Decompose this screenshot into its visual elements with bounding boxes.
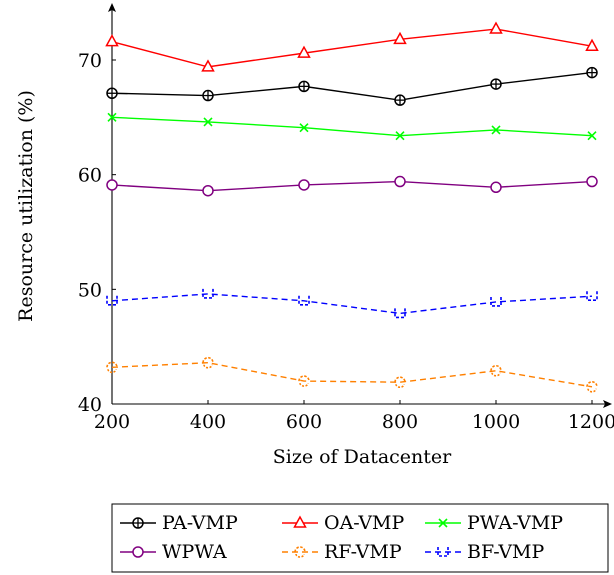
y-tick-label: 40 — [78, 394, 102, 416]
data-point — [203, 117, 213, 127]
data-point — [106, 361, 118, 374]
data-point — [438, 518, 448, 528]
x-tick-label: 800 — [382, 411, 418, 433]
legend-label: PWA-VMP — [467, 512, 563, 534]
x-tick-label: 1200 — [568, 411, 614, 433]
y-tick-label: 60 — [78, 165, 102, 187]
x-tick-label: 1000 — [472, 411, 520, 433]
data-point — [106, 179, 118, 191]
series-layer — [105, 21, 599, 393]
plot-area — [108, 3, 612, 408]
data-point — [201, 59, 215, 72]
legend-item-pwa-vmp: PWA-VMP — [425, 512, 563, 534]
series-line — [111, 71, 593, 101]
data-point — [202, 184, 214, 197]
data-point — [297, 45, 311, 58]
data-point — [394, 175, 406, 188]
series-line — [111, 116, 593, 137]
legend-label: WPWA — [162, 541, 227, 563]
data-point — [489, 21, 503, 34]
data-point — [394, 376, 406, 389]
data-point — [294, 546, 306, 558]
data-point — [298, 179, 310, 191]
legend-label: OA-VMP — [324, 512, 405, 534]
data-point — [202, 288, 214, 299]
data-point — [491, 125, 501, 135]
series-line — [111, 28, 593, 68]
y-ticks: 40 50 60 70 — [78, 50, 116, 416]
legend-label: BF-VMP — [467, 541, 545, 563]
legend-item-pa-vmp: PA-VMP — [120, 512, 238, 534]
series-line — [111, 362, 593, 388]
legend-item-rf-vmp: RF-VMP — [282, 541, 402, 563]
data-point — [586, 66, 598, 79]
data-point — [490, 181, 502, 194]
data-point — [299, 123, 309, 133]
legend-box — [111, 503, 609, 573]
y-axis-label: Resource utilization (%) — [15, 90, 37, 322]
data-point — [587, 131, 597, 141]
data-point — [298, 375, 310, 387]
y-tick-label: 70 — [78, 50, 102, 72]
series-pa-vmp — [106, 66, 598, 106]
series-oa-vmp — [105, 21, 599, 72]
legend-label: PA-VMP — [162, 512, 238, 534]
y-axis-arrow — [108, 3, 116, 12]
series-bf-vmp — [106, 288, 598, 319]
data-point — [586, 175, 598, 188]
x-axis-label: Size of Datacenter — [273, 446, 452, 468]
legend: PA-VMP OA-VMP PWA-VMP WPWA RF-VMP BF-VMP — [111, 503, 609, 573]
series-line — [111, 180, 593, 192]
y-tick-label: 50 — [78, 279, 102, 301]
data-point — [105, 34, 119, 47]
legend-item-bf-vmp: BF-VMP — [425, 541, 545, 563]
x-tick-label: 400 — [190, 411, 226, 433]
data-point — [107, 112, 117, 122]
legend-label: RF-VMP — [324, 541, 402, 563]
data-point — [132, 517, 144, 529]
x-tick-label: 200 — [94, 411, 130, 433]
data-point — [202, 356, 214, 369]
data-point — [393, 31, 407, 45]
data-point — [490, 78, 502, 90]
series-pwa-vmp — [107, 112, 597, 141]
x-tick-label: 600 — [286, 411, 322, 433]
data-point — [586, 381, 598, 393]
legend-item-wpwa: WPWA — [120, 541, 227, 563]
series-line — [111, 293, 593, 315]
series-wpwa — [106, 175, 598, 197]
data-point — [586, 291, 598, 302]
legend-item-oa-vmp: OA-VMP — [282, 512, 405, 534]
data-point — [298, 80, 310, 93]
data-point — [106, 87, 118, 100]
series-rf-vmp — [106, 356, 598, 393]
data-point — [132, 546, 144, 558]
x-axis-arrow — [603, 400, 612, 408]
data-point — [202, 89, 214, 102]
legend-items: PA-VMP OA-VMP PWA-VMP WPWA RF-VMP BF-VMP — [120, 512, 563, 563]
data-point — [395, 131, 405, 141]
data-point — [394, 94, 406, 106]
data-point — [490, 365, 502, 377]
data-point — [293, 515, 307, 528]
x-ticks: 200 400 600 800 1000 1200 — [94, 400, 614, 433]
data-point — [585, 38, 599, 51]
